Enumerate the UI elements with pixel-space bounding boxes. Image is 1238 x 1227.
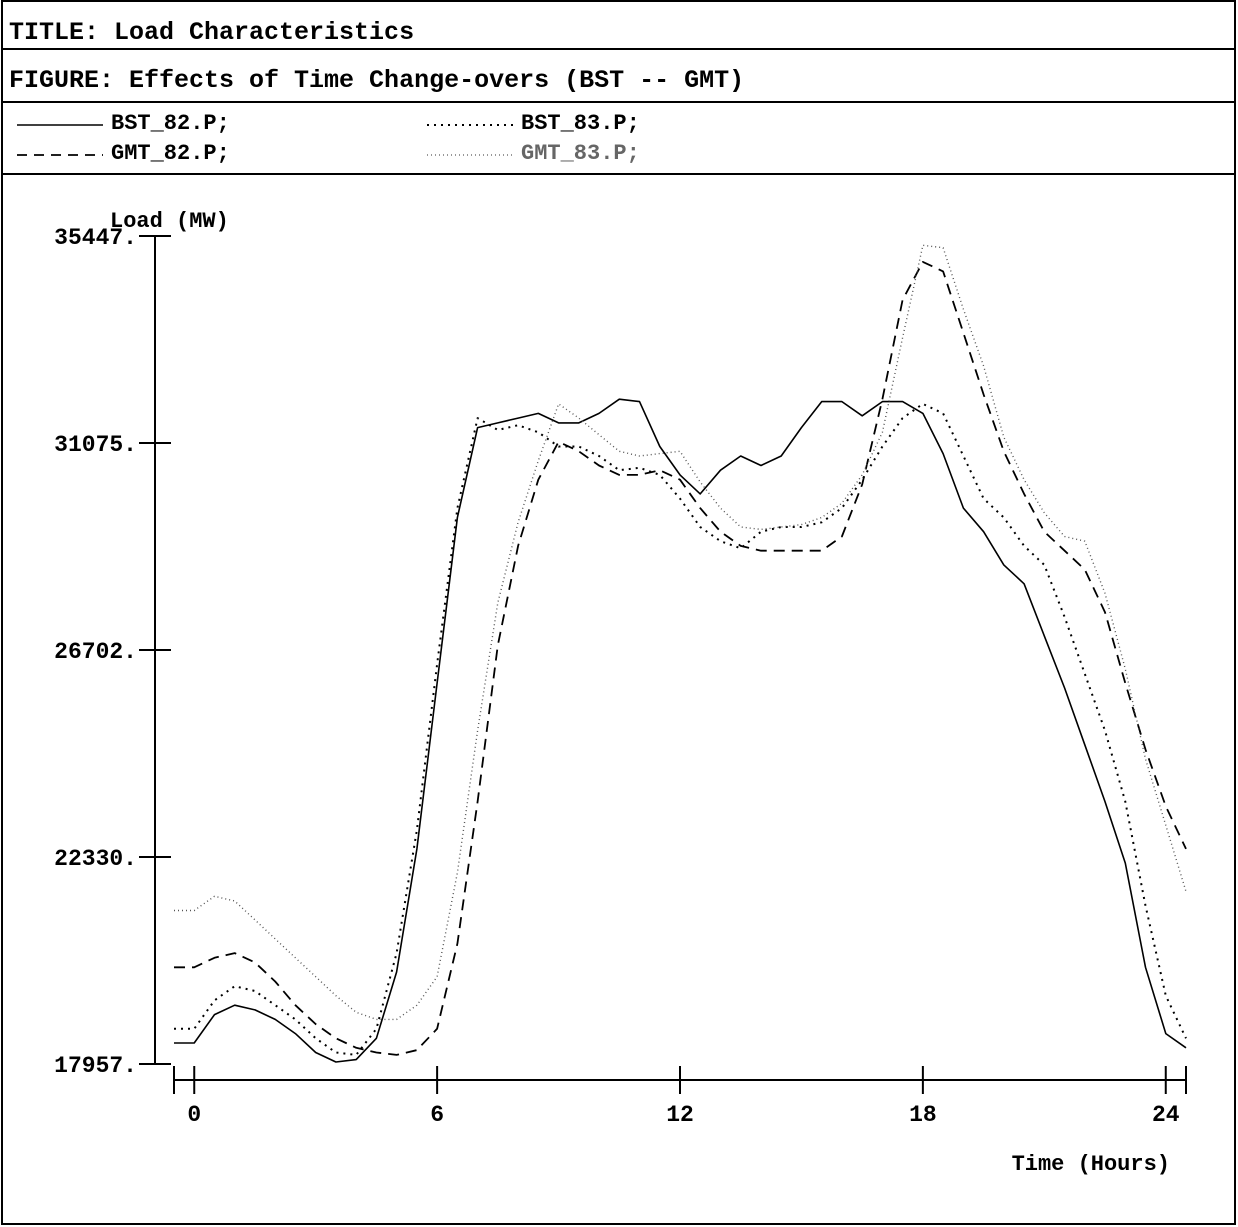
y-tick-label: 22330. bbox=[54, 846, 137, 872]
y-axis-title: Load (MW) bbox=[110, 209, 229, 234]
x-tick-label: 6 bbox=[430, 1102, 444, 1128]
x-tick-label: 18 bbox=[909, 1102, 937, 1128]
series-line-gmt-83-p bbox=[174, 244, 1187, 1021]
legend-swatch-dashed bbox=[17, 154, 103, 156]
title-row: TITLE: Load Characteristics bbox=[3, 2, 1236, 50]
x-tick-label: 12 bbox=[666, 1102, 694, 1128]
legend-item-bst-83: BST_83.P; bbox=[427, 111, 817, 139]
legend-item-bst-82: BST_82.P; bbox=[17, 111, 407, 139]
y-tick-label: 35447. bbox=[54, 225, 137, 251]
figure-caption-row: FIGURE: Effects of Time Change-overs (BS… bbox=[3, 50, 1236, 103]
chart-title: TITLE: Load Characteristics bbox=[9, 18, 415, 47]
y-tick-label: 31075. bbox=[54, 432, 137, 458]
series-line-gmt-82-p bbox=[174, 260, 1187, 1056]
legend-item-gmt-83: GMT_83.P; bbox=[427, 141, 817, 169]
legend-item-gmt-82: GMT_82.P; bbox=[17, 141, 407, 169]
legend-swatch-dotted bbox=[427, 124, 513, 126]
legend: BST_82.P; BST_83.P; GMT_82.P; GMT_83.P; bbox=[3, 103, 1236, 175]
y-tick-label: 17957. bbox=[54, 1053, 137, 1079]
legend-label: GMT_82.P; bbox=[111, 141, 230, 166]
x-tick-label: 24 bbox=[1152, 1102, 1180, 1128]
series-line-bst-82-p bbox=[174, 398, 1187, 1063]
figure-caption: FIGURE: Effects of Time Change-overs (BS… bbox=[9, 66, 745, 95]
legend-label: GMT_83.P; bbox=[521, 141, 640, 166]
x-tick-label: 0 bbox=[187, 1102, 201, 1128]
x-axis-title: Time (Hours) bbox=[1012, 1152, 1170, 1177]
series-line-bst-83-p bbox=[174, 402, 1187, 1056]
legend-label: BST_83.P; bbox=[521, 111, 640, 136]
legend-swatch-solid bbox=[17, 124, 103, 126]
y-tick-label: 26702. bbox=[54, 639, 137, 665]
legend-label: BST_82.P; bbox=[111, 111, 230, 136]
